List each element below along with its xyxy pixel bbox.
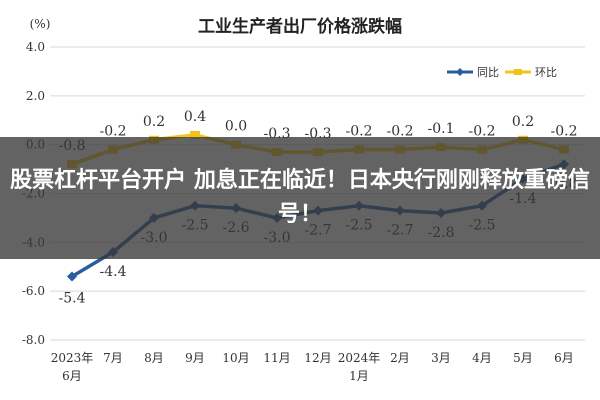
data-label: 0.0 [225, 119, 247, 135]
chart-title: 工业生产者出厂价格涨跌幅 [198, 16, 402, 37]
x-tick-label: 6月 [554, 351, 574, 365]
data-label: -0.1 [428, 121, 455, 137]
x-tick-label: 3月 [431, 351, 451, 365]
y-tick-label: 4.0 [26, 40, 45, 54]
data-label: -4.4 [100, 264, 127, 280]
x-tick-label: 8月 [144, 351, 164, 365]
x-tick-label: 11月 [263, 351, 290, 365]
legend-marker [456, 68, 464, 76]
legend: 同比 环比 [447, 66, 557, 79]
headline-banner[interactable]: 股票杠杆平台开户 加息正在临近！日本央行刚刚释放重磅信号！ [0, 137, 600, 259]
x-tick-label: 1月 [349, 369, 369, 383]
legend-marker [514, 69, 522, 75]
y-tick-label: -6.0 [22, 284, 45, 298]
x-tick-label: 9月 [185, 351, 205, 365]
x-tick-label: 5月 [513, 351, 533, 365]
data-label: -0.2 [346, 124, 373, 140]
x-tick-label: 4月 [472, 351, 492, 365]
data-label: 0.4 [184, 109, 206, 125]
y-tick-label: -8.0 [22, 333, 45, 347]
headline-text[interactable]: 股票杠杆平台开户 加息正在临近！日本央行刚刚释放重磅信号！ [10, 168, 590, 227]
x-tick-label: 2023年 [51, 351, 94, 365]
x-tick-label: 7月 [103, 351, 123, 365]
data-label: -0.2 [100, 124, 127, 140]
x-tick-label: 2024年 [338, 351, 381, 365]
x-tick-label: 10月 [222, 351, 249, 365]
legend-label: 同比 [477, 66, 499, 79]
x-tick-label: 2月 [390, 351, 410, 365]
data-label: 0.2 [143, 114, 165, 130]
y-unit-label: (%) [30, 17, 51, 31]
legend-label: 环比 [535, 66, 557, 79]
x-axis-ticks: 2023年 6月 7月 8月 9月 10月 11月 12月 2024年 1月 2月 3月 4月 5月 6月 [51, 351, 574, 383]
data-point [190, 130, 200, 139]
x-tick-label: 6月 [62, 369, 82, 383]
data-label: -5.4 [59, 291, 86, 307]
y-tick-label: 2.0 [26, 89, 45, 103]
data-label: -0.2 [387, 124, 414, 140]
data-label: 0.2 [512, 114, 534, 130]
data-label: -0.2 [551, 124, 578, 140]
x-tick-label: 12月 [304, 351, 331, 365]
data-point [67, 271, 77, 282]
data-label: -0.2 [469, 124, 496, 140]
